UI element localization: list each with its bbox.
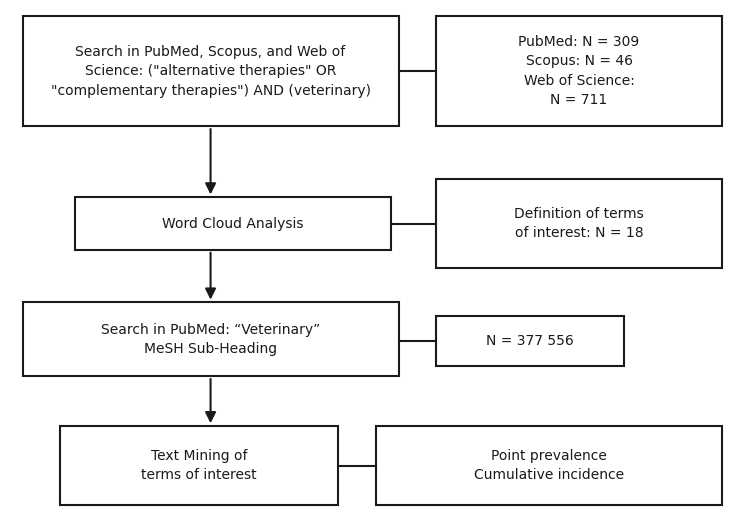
FancyBboxPatch shape <box>23 302 399 376</box>
Text: PubMed: N = 309
Scopus: N = 46
Web of Science:
N = 711: PubMed: N = 309 Scopus: N = 46 Web of Sc… <box>518 35 640 107</box>
Text: Word Cloud Analysis: Word Cloud Analysis <box>162 217 304 230</box>
Text: Text Mining of
terms of interest: Text Mining of terms of interest <box>141 449 257 482</box>
FancyBboxPatch shape <box>436 316 624 366</box>
Text: Search in PubMed: “Veterinary”
MeSH Sub-Heading: Search in PubMed: “Veterinary” MeSH Sub-… <box>101 322 320 356</box>
FancyBboxPatch shape <box>60 426 338 505</box>
Text: Search in PubMed, Scopus, and Web of
Science: ("alternative therapies" OR
"compl: Search in PubMed, Scopus, and Web of Sci… <box>50 45 371 97</box>
FancyBboxPatch shape <box>376 426 722 505</box>
FancyBboxPatch shape <box>436 179 722 268</box>
Text: N = 377 556: N = 377 556 <box>487 333 574 348</box>
Text: Definition of terms
of interest: N = 18: Definition of terms of interest: N = 18 <box>514 207 644 240</box>
FancyBboxPatch shape <box>75 197 391 250</box>
FancyBboxPatch shape <box>436 16 722 126</box>
FancyBboxPatch shape <box>23 16 399 126</box>
Text: Point prevalence
Cumulative incidence: Point prevalence Cumulative incidence <box>474 449 624 482</box>
